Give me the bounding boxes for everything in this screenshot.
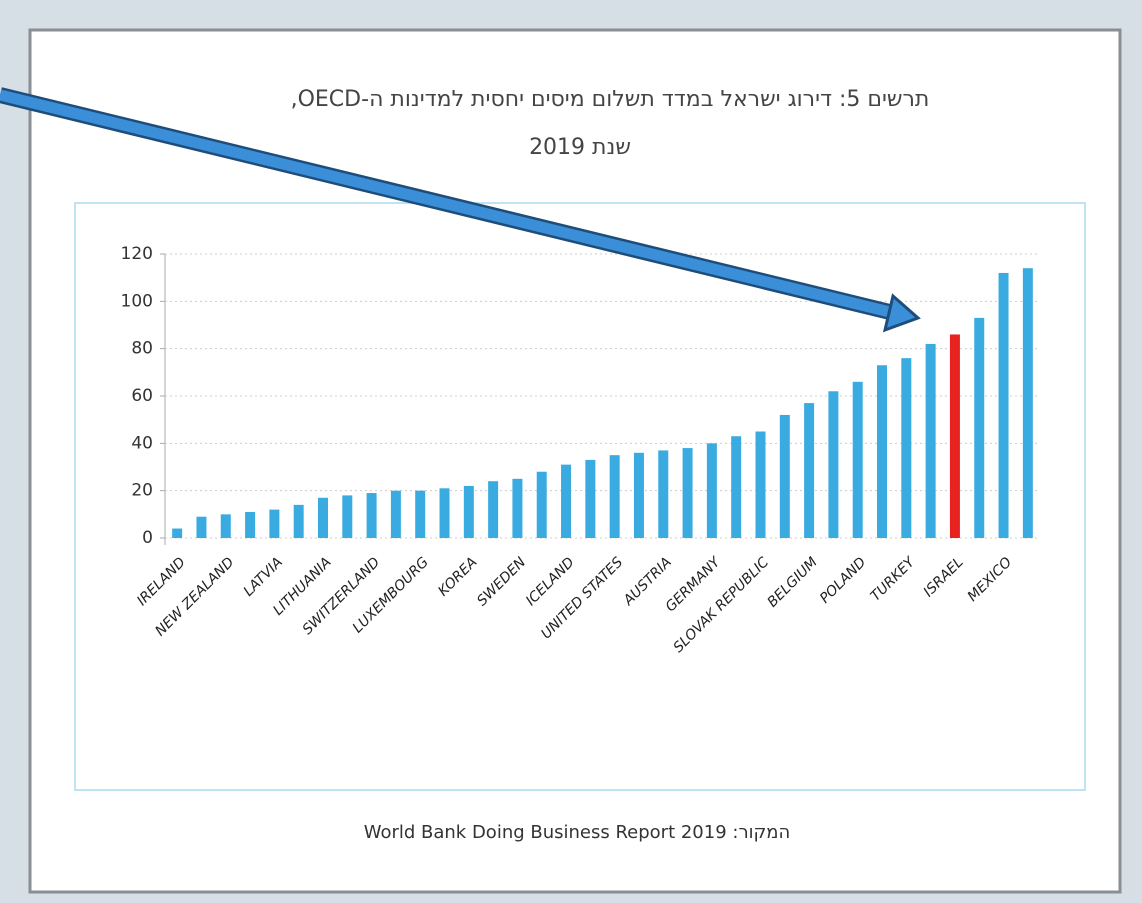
bar <box>658 450 669 538</box>
bar <box>561 464 572 538</box>
y-tick-label: 20 <box>131 481 153 501</box>
bar <box>245 511 256 538</box>
bar <box>755 431 766 538</box>
bar <box>1022 268 1033 538</box>
bar <box>852 381 863 538</box>
y-tick-label: 60 <box>131 386 153 406</box>
bar <box>269 509 280 538</box>
bar <box>366 493 377 538</box>
bar <box>196 516 207 538</box>
bar <box>415 490 426 538</box>
bar <box>706 443 717 538</box>
bar <box>731 436 742 538</box>
y-tick-label: 120 <box>121 244 153 264</box>
bar <box>172 528 183 538</box>
bar <box>901 358 912 538</box>
bar <box>925 343 936 538</box>
bar <box>463 485 474 538</box>
bar <box>390 490 401 538</box>
bar <box>293 504 304 538</box>
source: המקור: World Bank Doing Business Report … <box>364 822 791 843</box>
bar <box>220 514 231 538</box>
paper <box>28 28 1122 894</box>
bar <box>877 365 888 538</box>
bar <box>488 481 499 538</box>
bar <box>342 495 353 538</box>
chart-box <box>74 202 1086 791</box>
bar <box>317 497 328 538</box>
arrow-shaft <box>0 89 900 320</box>
bar <box>998 272 1009 538</box>
y-tick-label: 80 <box>131 339 153 359</box>
bar <box>536 471 547 538</box>
bar <box>828 391 839 538</box>
bar <box>512 478 523 538</box>
chart-subtitle: שנת 2019 <box>529 135 631 160</box>
bar <box>682 448 693 538</box>
chart-title: תרשים 5: דירוג ישראל במדד תשלום מיסים יח… <box>291 87 930 112</box>
arrow-head <box>882 293 921 333</box>
bar <box>804 403 815 538</box>
bar <box>633 452 644 538</box>
bar <box>974 317 985 538</box>
bar <box>779 414 790 538</box>
y-tick-label: 40 <box>131 433 153 453</box>
bar <box>439 488 450 538</box>
y-tick-label: 0 <box>142 528 153 548</box>
y-tick-label: 100 <box>121 291 153 311</box>
bar <box>609 455 620 538</box>
bar <box>949 334 960 538</box>
bar <box>585 459 596 538</box>
